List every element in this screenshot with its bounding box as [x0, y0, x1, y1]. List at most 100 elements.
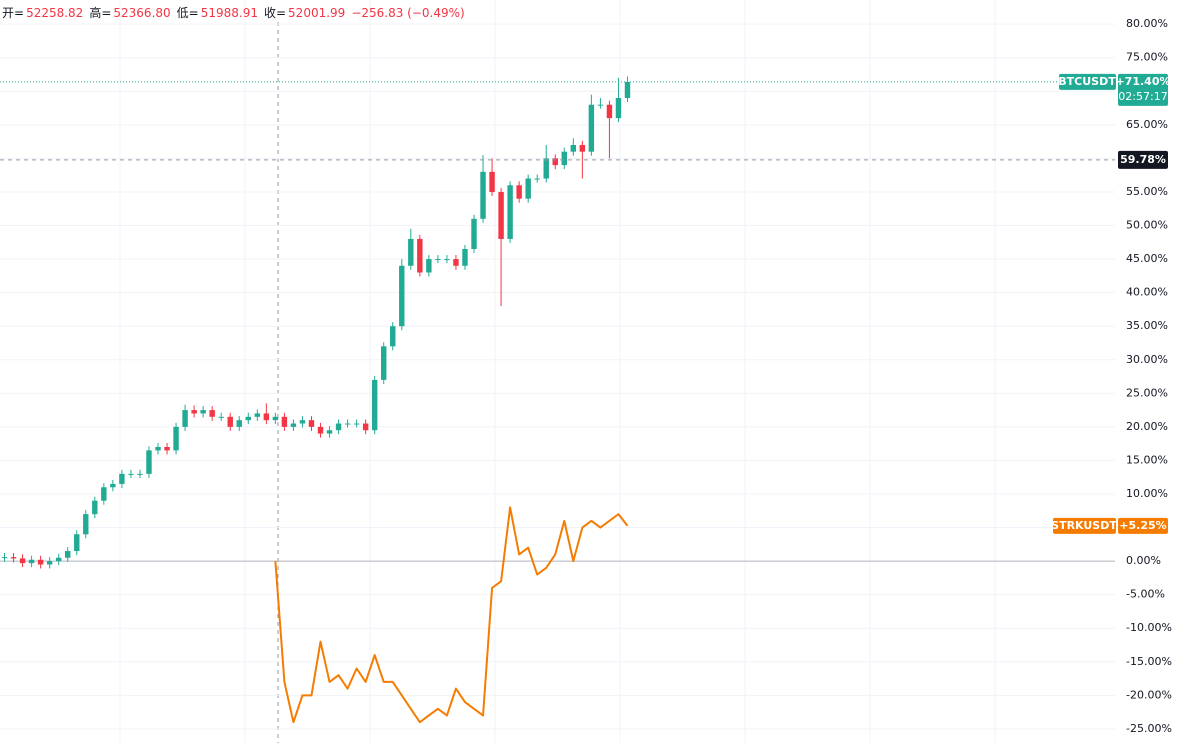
crosshair-label: 59.78% [1120, 153, 1166, 166]
candle-body [128, 473, 134, 475]
candle-body [290, 423, 297, 427]
last-value: +71.40% [1115, 75, 1170, 88]
candle-body [408, 238, 414, 266]
candle-body [381, 346, 387, 380]
candle-body [236, 420, 242, 427]
y-tick-label: 50.00% [1126, 219, 1168, 232]
candle-body [10, 557, 17, 559]
legend-label: 低= [176, 6, 199, 20]
candle-body [191, 410, 197, 414]
candle-body [326, 430, 333, 434]
candle-body [471, 218, 477, 250]
y-tick-label: -5.00% [1126, 588, 1165, 601]
series-name: BTCUSDT [1058, 75, 1116, 88]
candle-body [308, 420, 315, 427]
candle-body [344, 423, 351, 425]
candle-body [435, 259, 441, 261]
legend-value: 52001.99 [288, 6, 346, 20]
candle-body [570, 144, 577, 152]
candle-body [146, 450, 152, 474]
candle-body [254, 413, 261, 417]
y-tick-label: 35.00% [1126, 319, 1168, 332]
candle-body [371, 379, 378, 431]
line-series [274, 506, 629, 724]
candle-body [543, 158, 549, 179]
legend-value: 52366.80 [113, 6, 171, 20]
ohlc-legend: 开= 52258.82 高= 52366.80 低= 51988.91 收= 52001.99… [2, 4, 471, 21]
candle-body [227, 416, 233, 427]
candle-body [55, 557, 62, 562]
candle-body [453, 259, 459, 266]
candle-body [525, 178, 531, 199]
candle-body [498, 191, 504, 239]
candle-body [390, 326, 396, 347]
y-tick-label: 75.00% [1126, 51, 1168, 64]
candle-body [615, 97, 622, 119]
y-tick-label: -25.00% [1126, 722, 1172, 735]
candle-body [19, 558, 26, 564]
candle-body [155, 447, 161, 451]
legend-label: 高= [89, 6, 112, 20]
candle-body [444, 259, 450, 261]
y-tick-label: -10.00% [1126, 621, 1172, 634]
candle-body [597, 104, 604, 106]
legend-value: 51988.91 [200, 6, 258, 20]
y-tick-label: 30.00% [1126, 353, 1168, 366]
last-value-badge [1118, 517, 1168, 534]
countdown: 02:57:17 [1118, 90, 1167, 103]
candle-body [516, 185, 522, 199]
candle-body [28, 559, 35, 564]
legend-label: 开= [2, 6, 25, 20]
candle-body [299, 420, 306, 424]
candle-body [588, 104, 595, 152]
y-tick-label: 65.00% [1126, 118, 1168, 131]
candle-body [83, 514, 89, 535]
candle-body [335, 423, 342, 431]
y-tick-label: 10.00% [1126, 487, 1168, 500]
candle-body [534, 178, 540, 180]
candle-body [317, 426, 324, 434]
candle-body [101, 487, 107, 501]
last-value-badge [1118, 73, 1168, 106]
legend-value: 52258.82 [26, 6, 84, 20]
candle-body [579, 144, 586, 152]
candle-body [37, 559, 44, 565]
candle-body [462, 249, 468, 266]
candle-body [624, 81, 631, 98]
y-tick-label: 40.00% [1126, 286, 1168, 299]
candle-body [46, 561, 53, 565]
candle-body [173, 426, 179, 451]
y-tick-label: 80.00% [1126, 17, 1168, 30]
crosshair-badge [1118, 150, 1168, 169]
candle-body [281, 416, 288, 427]
y-tick-label: 55.00% [1126, 185, 1168, 198]
candle-body [74, 534, 80, 552]
candle-body [417, 238, 423, 273]
vertical-grid [119, 0, 996, 743]
y-tick-label: 20.00% [1126, 420, 1168, 433]
candle-body [65, 551, 71, 558]
candle-body [119, 473, 125, 484]
candle-body [353, 423, 360, 425]
candle-body [426, 259, 432, 273]
legend-change: −256.83 (−0.49%) [351, 6, 465, 20]
candle-body [1, 557, 8, 559]
candle-body [200, 410, 206, 414]
candle-body [552, 158, 558, 166]
candle-body [489, 171, 495, 192]
y-tick-label: 15.00% [1126, 453, 1168, 466]
candle-body [263, 413, 270, 421]
y-tick-label: -15.00% [1126, 655, 1172, 668]
candles [1, 76, 631, 569]
candle-body [218, 416, 224, 418]
candle-body [245, 416, 251, 421]
grid [0, 23, 1115, 730]
candle-body [606, 104, 613, 119]
candle-body [480, 171, 486, 219]
legend-label: 收= [263, 6, 287, 20]
candle-body [110, 483, 116, 488]
candle-body [164, 447, 170, 451]
y-tick-label: 45.00% [1126, 252, 1168, 265]
candle-body [507, 185, 513, 239]
